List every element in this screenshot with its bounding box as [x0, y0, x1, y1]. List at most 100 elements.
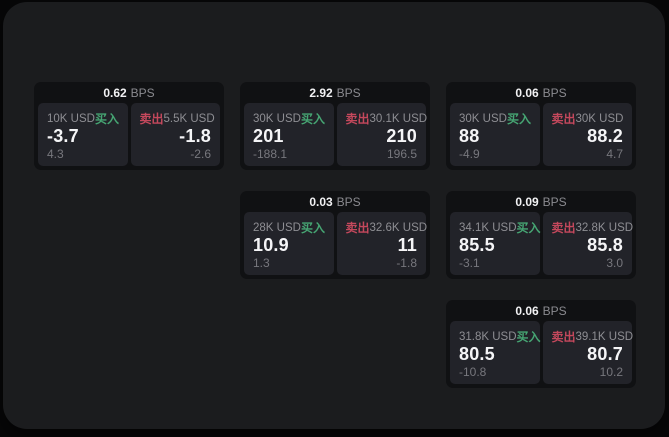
bps-header: 0.09 BPS — [450, 191, 632, 212]
buy-tile-header: 10K USD 买入 — [47, 110, 119, 127]
quote-tiles: 34.1K USD 买入 85.5 -3.1 卖出 32.8K USD 85.8… — [450, 212, 634, 275]
quote-tiles: 31.8K USD 买入 80.5 -10.8 卖出 39.1K USD 80.… — [450, 321, 634, 384]
sell-delta: 4.7 — [606, 146, 623, 161]
sell-quote-tile[interactable]: 卖出 5.5K USD -1.8 -2.6 — [130, 103, 220, 166]
buy-delta: 1.3 — [253, 255, 270, 270]
buy-side-label: 买入 — [506, 112, 531, 126]
buy-side-label: 买入 — [94, 112, 119, 126]
buy-quote-tile[interactable]: 30K USD 买入 88 -4.9 — [450, 103, 540, 166]
sell-price: 80.7 — [587, 344, 623, 364]
bps-value: 0.09 — [515, 194, 539, 209]
sell-side-label: 卖出 — [139, 112, 164, 126]
sell-tile-header: 卖出 32.8K USD — [551, 219, 634, 236]
bps-header: 0.62 BPS — [38, 82, 220, 103]
buy-price: -3.7 — [47, 126, 79, 146]
buy-side-label: 买入 — [300, 221, 325, 235]
bps-value: 0.06 — [515, 85, 539, 100]
bps-unit-label: BPS — [336, 194, 361, 209]
buy-price: 85.5 — [459, 235, 495, 255]
buy-delta: -188.1 — [253, 146, 288, 161]
sell-price: 85.8 — [587, 235, 623, 255]
sell-size: 32.8K USD — [575, 221, 634, 234]
sell-price: 88.2 — [587, 126, 623, 146]
buy-size: 28K USD — [253, 221, 301, 234]
buy-side-label: 买入 — [516, 221, 541, 235]
sell-price: 11 — [397, 235, 417, 255]
buy-size: 34.1K USD — [459, 221, 517, 234]
sell-side-label: 卖出 — [551, 112, 576, 126]
buy-price: 88 — [459, 126, 480, 146]
sell-tile-header: 卖出 39.1K USD — [551, 328, 634, 345]
quote-card: 2.92 BPS 30K USD 买入 201 -188.1 卖出 30.1K … — [240, 82, 430, 170]
bps-header: 0.06 BPS — [450, 82, 632, 103]
sell-quote-tile[interactable]: 卖出 32.6K USD 11 -1.8 — [336, 212, 428, 275]
sell-side-label: 卖出 — [345, 112, 370, 126]
bps-value: 0.62 — [103, 85, 127, 100]
sell-delta: -2.6 — [190, 146, 211, 161]
bps-header: 0.03 BPS — [244, 191, 426, 212]
quote-tiles: 30K USD 买入 88 -4.9 卖出 30K USD 88.2 4.7 — [450, 103, 632, 166]
bps-value: 2.92 — [309, 85, 333, 100]
sell-quote-tile[interactable]: 卖出 30.1K USD 210 196.5 — [336, 103, 428, 166]
quote-tiles: 28K USD 买入 10.9 1.3 卖出 32.6K USD 11 -1.8 — [244, 212, 428, 275]
sell-side-label: 卖出 — [551, 221, 576, 235]
quote-card: 0.06 BPS 31.8K USD 买入 80.5 -10.8 卖出 39.1… — [446, 300, 636, 388]
buy-size: 31.8K USD — [459, 330, 517, 343]
sell-price: -1.8 — [179, 126, 211, 146]
bps-unit-label: BPS — [542, 194, 567, 209]
quote-tiles: 10K USD 买入 -3.7 4.3 卖出 5.5K USD -1.8 -2.… — [38, 103, 220, 166]
buy-price: 80.5 — [459, 344, 495, 364]
bps-header: 0.06 BPS — [450, 300, 632, 321]
sell-size: 32.6K USD — [369, 221, 428, 234]
sell-side-label: 卖出 — [345, 221, 370, 235]
buy-delta: 4.3 — [47, 146, 64, 161]
buy-tile-header: 30K USD 买入 — [253, 110, 325, 127]
buy-size: 10K USD — [47, 112, 95, 125]
sell-quote-tile[interactable]: 卖出 39.1K USD 80.7 10.2 — [542, 321, 634, 384]
bps-unit-label: BPS — [542, 85, 567, 100]
sell-price: 210 — [386, 126, 417, 146]
quotes-grid: 0.62 BPS 10K USD 买入 -3.7 4.3 卖出 5.5K USD… — [34, 82, 636, 388]
buy-delta: -10.8 — [459, 364, 487, 379]
buy-quote-tile[interactable]: 30K USD 买入 201 -188.1 — [244, 103, 334, 166]
sell-tile-header: 卖出 30K USD — [552, 110, 624, 127]
buy-side-label: 买入 — [516, 330, 541, 344]
quote-card: 0.03 BPS 28K USD 买入 10.9 1.3 卖出 32.6K US… — [240, 191, 430, 279]
bps-unit-label: BPS — [130, 85, 155, 100]
buy-tile-header: 34.1K USD 买入 — [459, 219, 541, 236]
sell-side-label: 卖出 — [551, 330, 576, 344]
sell-size: 30K USD — [575, 112, 624, 125]
sell-tile-header: 卖出 30.1K USD — [345, 110, 428, 127]
sell-tile-header: 卖出 5.5K USD — [139, 110, 215, 127]
sell-quote-tile[interactable]: 卖出 30K USD 88.2 4.7 — [542, 103, 632, 166]
buy-delta: -3.1 — [459, 255, 480, 270]
buy-tile-header: 31.8K USD 买入 — [459, 328, 541, 345]
quote-card: 0.06 BPS 30K USD 买入 88 -4.9 卖出 30K USD 8… — [446, 82, 636, 170]
buy-quote-tile[interactable]: 28K USD 买入 10.9 1.3 — [244, 212, 334, 275]
buy-quote-tile[interactable]: 10K USD 买入 -3.7 4.3 — [38, 103, 128, 166]
sell-size: 5.5K USD — [163, 112, 215, 125]
buy-price: 201 — [253, 126, 284, 146]
buy-delta: -4.9 — [459, 146, 480, 161]
bps-header: 2.92 BPS — [244, 82, 426, 103]
sell-tile-header: 卖出 32.6K USD — [345, 219, 428, 236]
buy-tile-header: 30K USD 买入 — [459, 110, 531, 127]
bps-unit-label: BPS — [542, 303, 567, 318]
sell-delta: 196.5 — [386, 146, 417, 161]
buy-size: 30K USD — [459, 112, 507, 125]
buy-side-label: 买入 — [300, 112, 325, 126]
sell-size: 30.1K USD — [369, 112, 428, 125]
buy-price: 10.9 — [253, 235, 289, 255]
buy-quote-tile[interactable]: 31.8K USD 买入 80.5 -10.8 — [450, 321, 541, 384]
bps-value: 0.06 — [515, 303, 539, 318]
quote-card: 0.62 BPS 10K USD 买入 -3.7 4.3 卖出 5.5K USD… — [34, 82, 224, 170]
quotes-panel: 0.62 BPS 10K USD 买入 -3.7 4.3 卖出 5.5K USD… — [3, 2, 665, 429]
buy-tile-header: 28K USD 买入 — [253, 219, 325, 236]
sell-delta: 10.2 — [599, 364, 623, 379]
buy-size: 30K USD — [253, 112, 301, 125]
bps-value: 0.03 — [309, 194, 333, 209]
buy-quote-tile[interactable]: 34.1K USD 买入 85.5 -3.1 — [450, 212, 541, 275]
sell-quote-tile[interactable]: 卖出 32.8K USD 85.8 3.0 — [542, 212, 634, 275]
sell-delta: -1.8 — [396, 255, 417, 270]
